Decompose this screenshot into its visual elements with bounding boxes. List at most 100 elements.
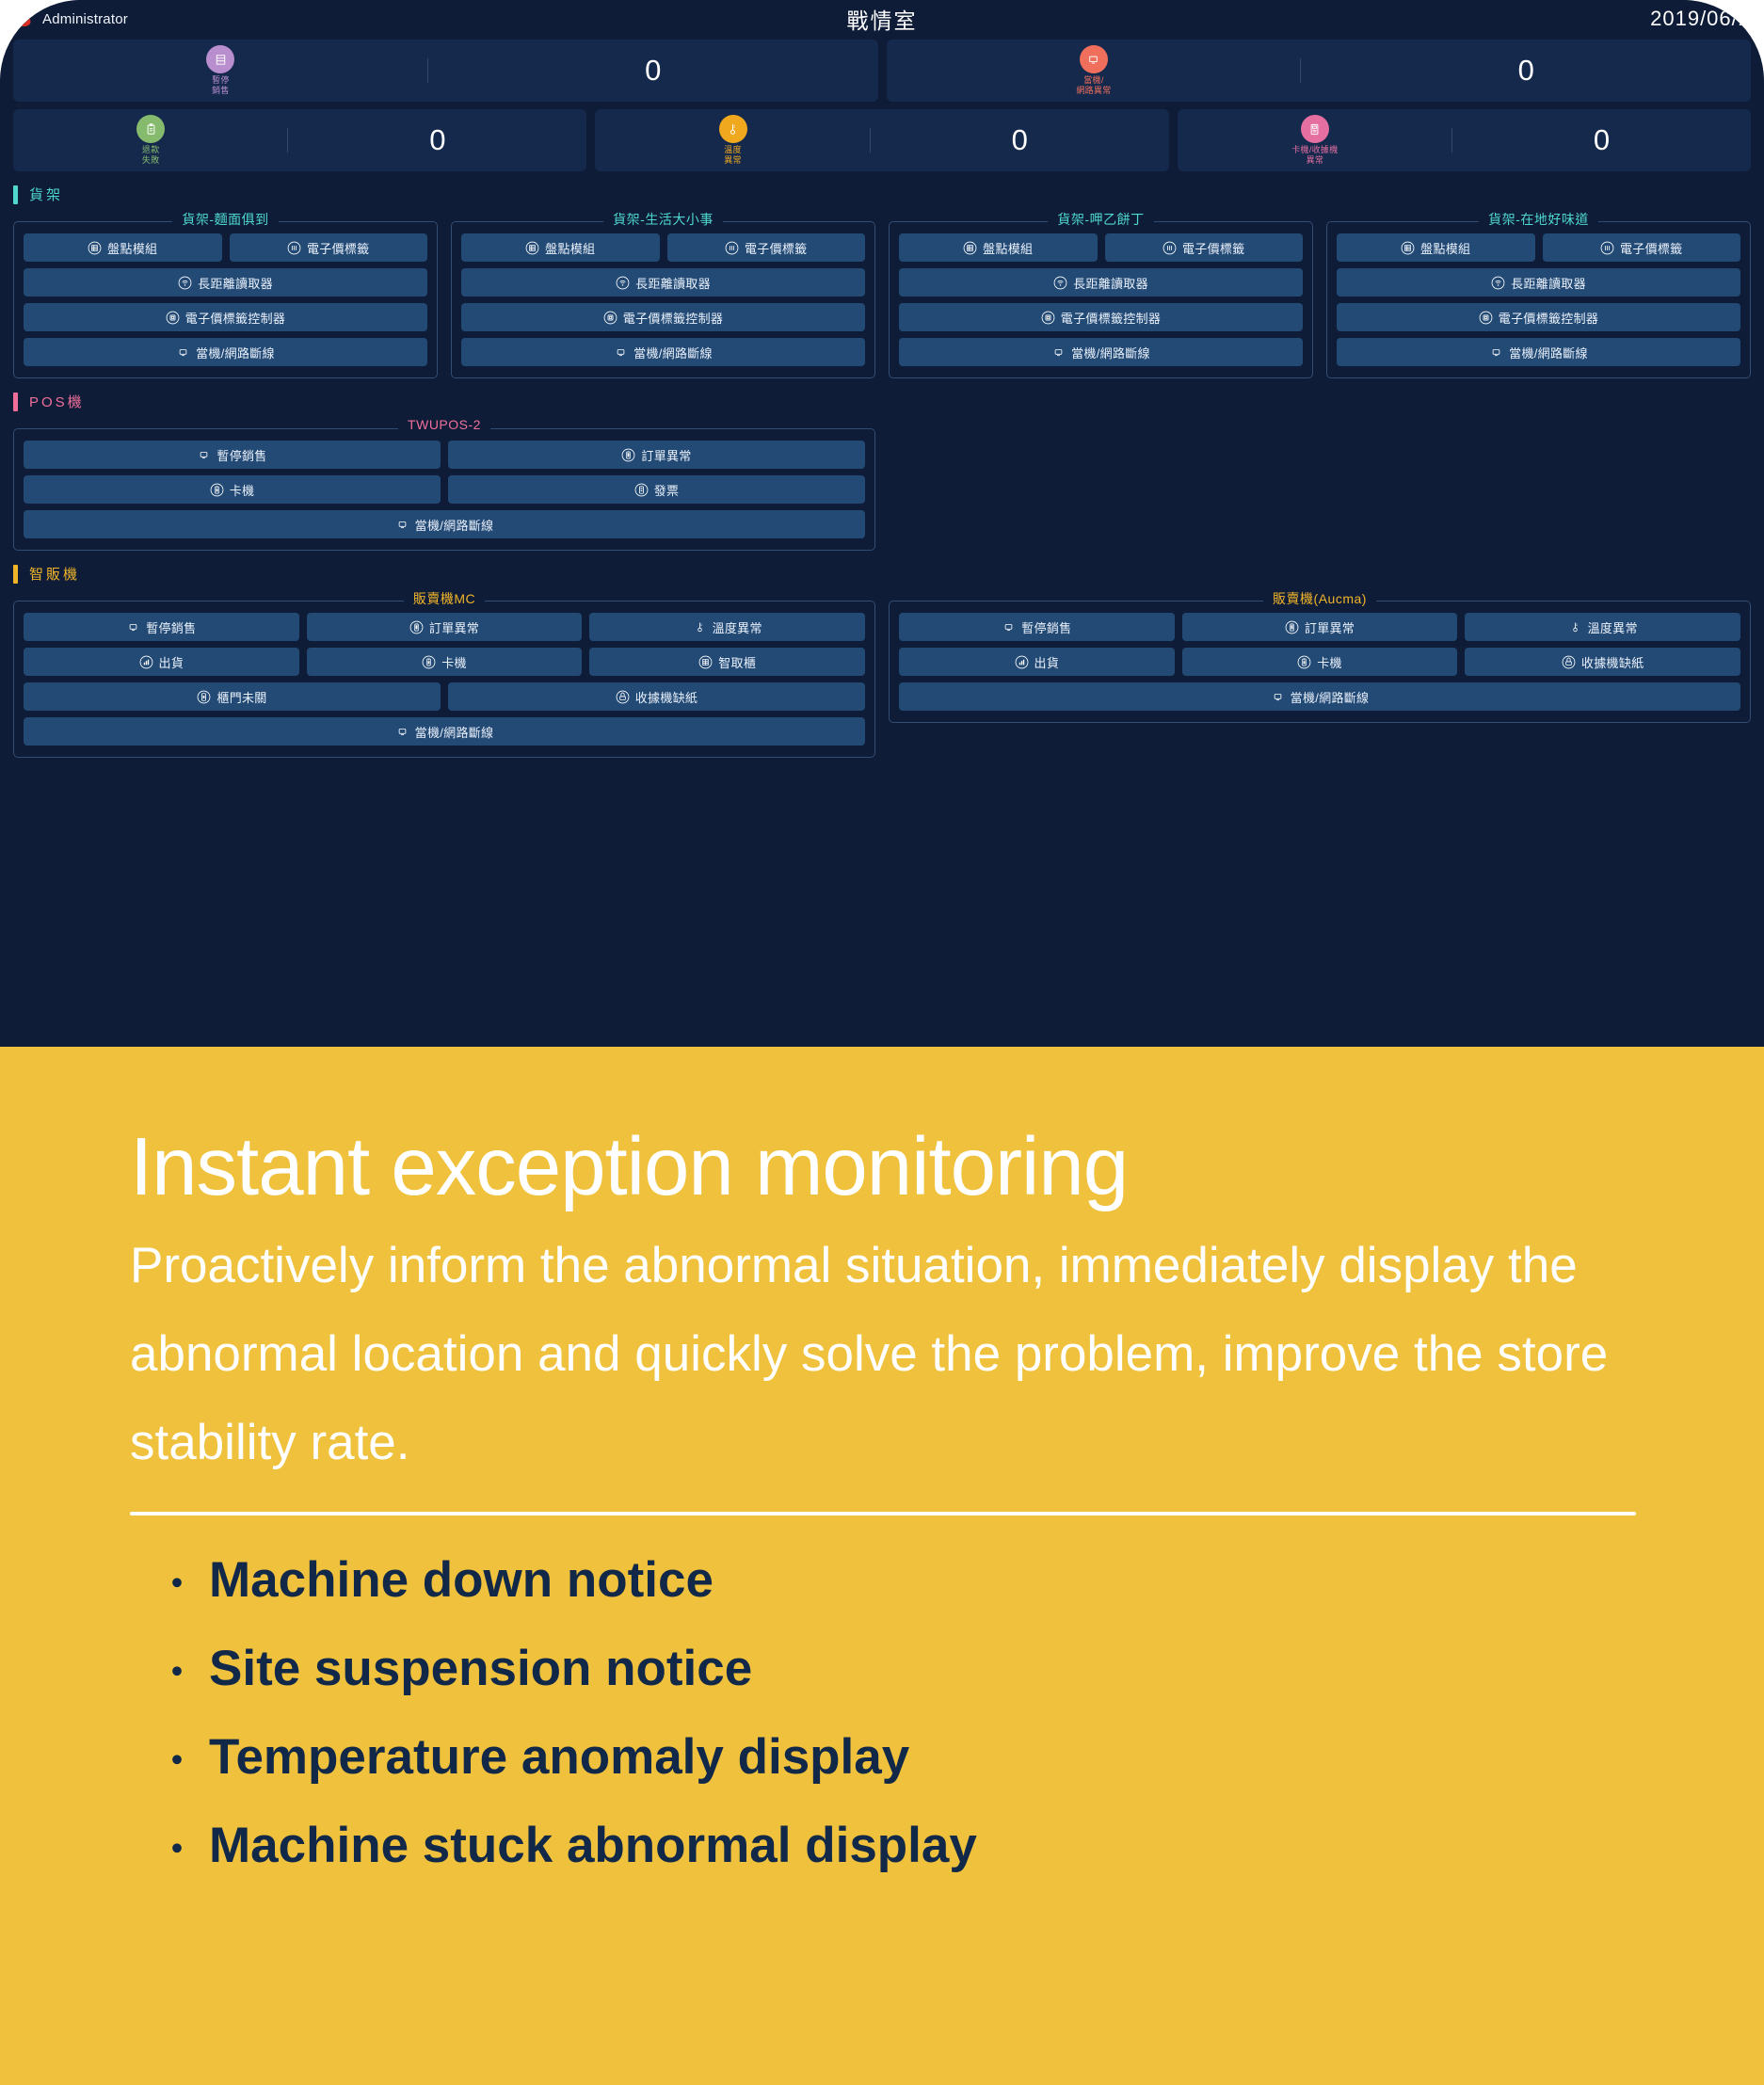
kpi-card[interactable]: 當機/網路異常 0 <box>886 40 1751 102</box>
overlay-feature-item: ・ Site suspension notice <box>158 1627 1674 1715</box>
device-status-box: 盤點模組 電子價標籤 長距離讀取器 電子價標籤控制器 當機/網路斷線 <box>13 221 438 378</box>
kpi-value: 0 <box>1593 123 1611 156</box>
status-tile[interactable]: 當機/網路斷線 <box>1337 338 1740 366</box>
section-header: 貨架 <box>13 184 1751 204</box>
status-tile[interactable]: 電子價標籤控制器 <box>899 303 1303 331</box>
locker-icon <box>698 655 713 669</box>
temp-icon <box>1568 620 1582 634</box>
status-tile[interactable]: 電子價標籤控制器 <box>1337 303 1740 331</box>
device-panel-title-text: 貨架-麵面俱到 <box>172 212 279 227</box>
status-tile[interactable]: 溫度異常 <box>589 613 866 641</box>
status-tile[interactable]: 電子價標籤 <box>229 233 427 262</box>
status-tile[interactable]: 電子價標籤 <box>1104 233 1303 262</box>
status-tile-label: 卡機 <box>229 483 255 498</box>
status-tile[interactable]: 當機/網路斷線 <box>899 338 1303 366</box>
price-tag-icon <box>1163 241 1177 255</box>
overlay-feature-label: Machine stuck abnormal display <box>209 1818 977 1873</box>
status-tile[interactable]: 盤點模組 <box>1337 233 1535 262</box>
status-tile[interactable]: 發票 <box>448 475 865 504</box>
status-tile[interactable]: 電子價標籤控制器 <box>461 303 865 331</box>
status-tile[interactable]: 訂單異常 <box>306 613 583 641</box>
status-tile-label: 盤點模組 <box>1420 241 1471 256</box>
device-panel-title: 貨架-生活大小事 <box>451 210 875 229</box>
kpi-icon-group: 溫度 異常 <box>595 115 872 166</box>
status-tile-row: 卡機 發票 <box>24 475 865 504</box>
kpi-card[interactable]: 退款 失敗 0 <box>13 109 587 171</box>
status-tile[interactable]: 盤點模組 <box>899 233 1098 262</box>
status-tile[interactable]: 暫停銷售 <box>899 613 1175 641</box>
status-tile-label: 收據機缺紙 <box>1580 655 1644 670</box>
status-tile[interactable]: 長距離讀取器 <box>24 268 427 297</box>
shipment-icon <box>1015 655 1029 669</box>
kpi-value: 0 <box>429 123 446 156</box>
status-tile[interactable]: 當機/網路斷線 <box>24 510 865 538</box>
section-accent-bar <box>13 184 18 204</box>
device-status-box: 盤點模組 電子價標籤長距離讀取器 電子價標籤控制器當機/網路斷線 <box>1326 221 1751 378</box>
section-title: 智販機 <box>29 567 81 583</box>
status-tile[interactable]: 智取櫃 <box>589 648 866 676</box>
device-panel: 販賣機(Aucma) 暫停銷售 訂單異常 溫度異常 出貨 卡機 收據機缺紙 當機/網路斷線 <box>889 589 1751 758</box>
status-tile[interactable]: 盤點模組 <box>461 233 660 262</box>
status-tile-row: 盤點模組 電子價標籤 <box>1337 233 1740 262</box>
bullet-icon: ・ <box>158 1829 196 1870</box>
status-tile[interactable]: 長距離讀取器 <box>461 268 865 297</box>
kpi-row-bottom: 退款 失敗 0 溫度 異常 0 卡機/收據機 異常 0 <box>0 109 1764 171</box>
status-tile[interactable]: 長距離讀取器 <box>899 268 1303 297</box>
monitor-icon <box>395 725 409 739</box>
status-tile[interactable]: 溫度異常 <box>1465 613 1741 641</box>
status-tile[interactable]: 訂單異常 <box>448 441 865 469</box>
controller-icon <box>1479 311 1493 325</box>
status-tile-label: 電子價標籤 <box>1181 241 1245 256</box>
status-tile[interactable]: 櫃門未關 <box>24 682 441 711</box>
status-tile[interactable]: 出貨 <box>899 648 1175 676</box>
status-tile[interactable]: 卡機 <box>24 475 441 504</box>
status-tile[interactable]: 暫停銷售 <box>24 613 299 641</box>
kpi-label: 退款 失敗 <box>142 145 160 166</box>
status-tile-row: 暫停銷售 訂單異常 溫度異常 <box>899 613 1741 641</box>
status-tile-row: 長距離讀取器 <box>24 268 427 297</box>
status-tile[interactable]: 長距離讀取器 <box>1337 268 1740 297</box>
printer-icon <box>1300 115 1329 143</box>
paper-icon <box>616 690 630 704</box>
status-tile[interactable]: 卡機 <box>1181 648 1458 676</box>
status-tile-label: 當機/網路斷線 <box>1071 345 1150 361</box>
device-status-box: 暫停銷售 訂單異常 溫度異常 出貨 卡機 收據機缺紙 當機/網路斷線 <box>889 601 1751 723</box>
status-tile-row: 盤點模組 電子價標籤 <box>24 233 427 262</box>
status-tile-row: 當機/網路斷線 <box>24 717 865 746</box>
status-tile-label: 當機/網路斷線 <box>414 725 494 740</box>
price-tag-icon <box>287 241 301 255</box>
status-tile[interactable]: 收據機缺紙 <box>1465 648 1741 676</box>
kpi-label: 暫停 銷售 <box>212 75 230 96</box>
status-tile-label: 當機/網路斷線 <box>1509 345 1588 361</box>
status-tile[interactable]: 當機/網路斷線 <box>24 338 427 366</box>
kpi-icon-group: 卡機/收據機 異常 <box>1178 115 1453 166</box>
kpi-label-line2: 失敗 <box>141 155 160 165</box>
status-tile[interactable]: 盤點模組 <box>24 233 222 262</box>
status-tile[interactable]: 電子價標籤 <box>666 233 865 262</box>
status-tile[interactable]: 暫停銷售 <box>24 441 441 469</box>
kpi-label-line2: 異常 <box>1306 155 1324 165</box>
kpi-label-line1: 暫停 <box>212 75 230 85</box>
status-tile[interactable]: 當機/網路斷線 <box>461 338 865 366</box>
status-tile[interactable]: 電子價標籤控制器 <box>24 303 427 331</box>
inventory-icon <box>963 241 977 255</box>
status-tile-row: 當機/網路斷線 <box>1337 338 1740 366</box>
status-tile[interactable]: 當機/網路斷線 <box>899 682 1740 711</box>
status-tile[interactable]: 收據機缺紙 <box>448 682 865 711</box>
kpi-card[interactable]: 溫度 異常 0 <box>595 109 1169 171</box>
status-tile-row: 電子價標籤控制器 <box>1337 303 1740 331</box>
status-tile[interactable]: 出貨 <box>24 648 299 676</box>
page-title: 戰情室 <box>846 8 918 33</box>
monitor-icon <box>176 345 190 360</box>
status-tile[interactable]: 電子價標籤 <box>1542 233 1740 262</box>
overlay-feature-label: Machine down notice <box>209 1552 714 1608</box>
device-panel-title-text: TWUPOS-2 <box>398 417 490 432</box>
kpi-card[interactable]: 卡機/收據機 異常 0 <box>1177 109 1751 171</box>
jam-icon <box>210 483 224 497</box>
status-tile[interactable]: 卡機 <box>306 648 583 676</box>
kpi-value: 0 <box>1011 123 1028 156</box>
status-tile[interactable]: 當機/網路斷線 <box>24 717 865 746</box>
status-tile[interactable]: 訂單異常 <box>1181 613 1458 641</box>
kpi-card[interactable]: 暫停 銷售 0 <box>13 40 878 102</box>
